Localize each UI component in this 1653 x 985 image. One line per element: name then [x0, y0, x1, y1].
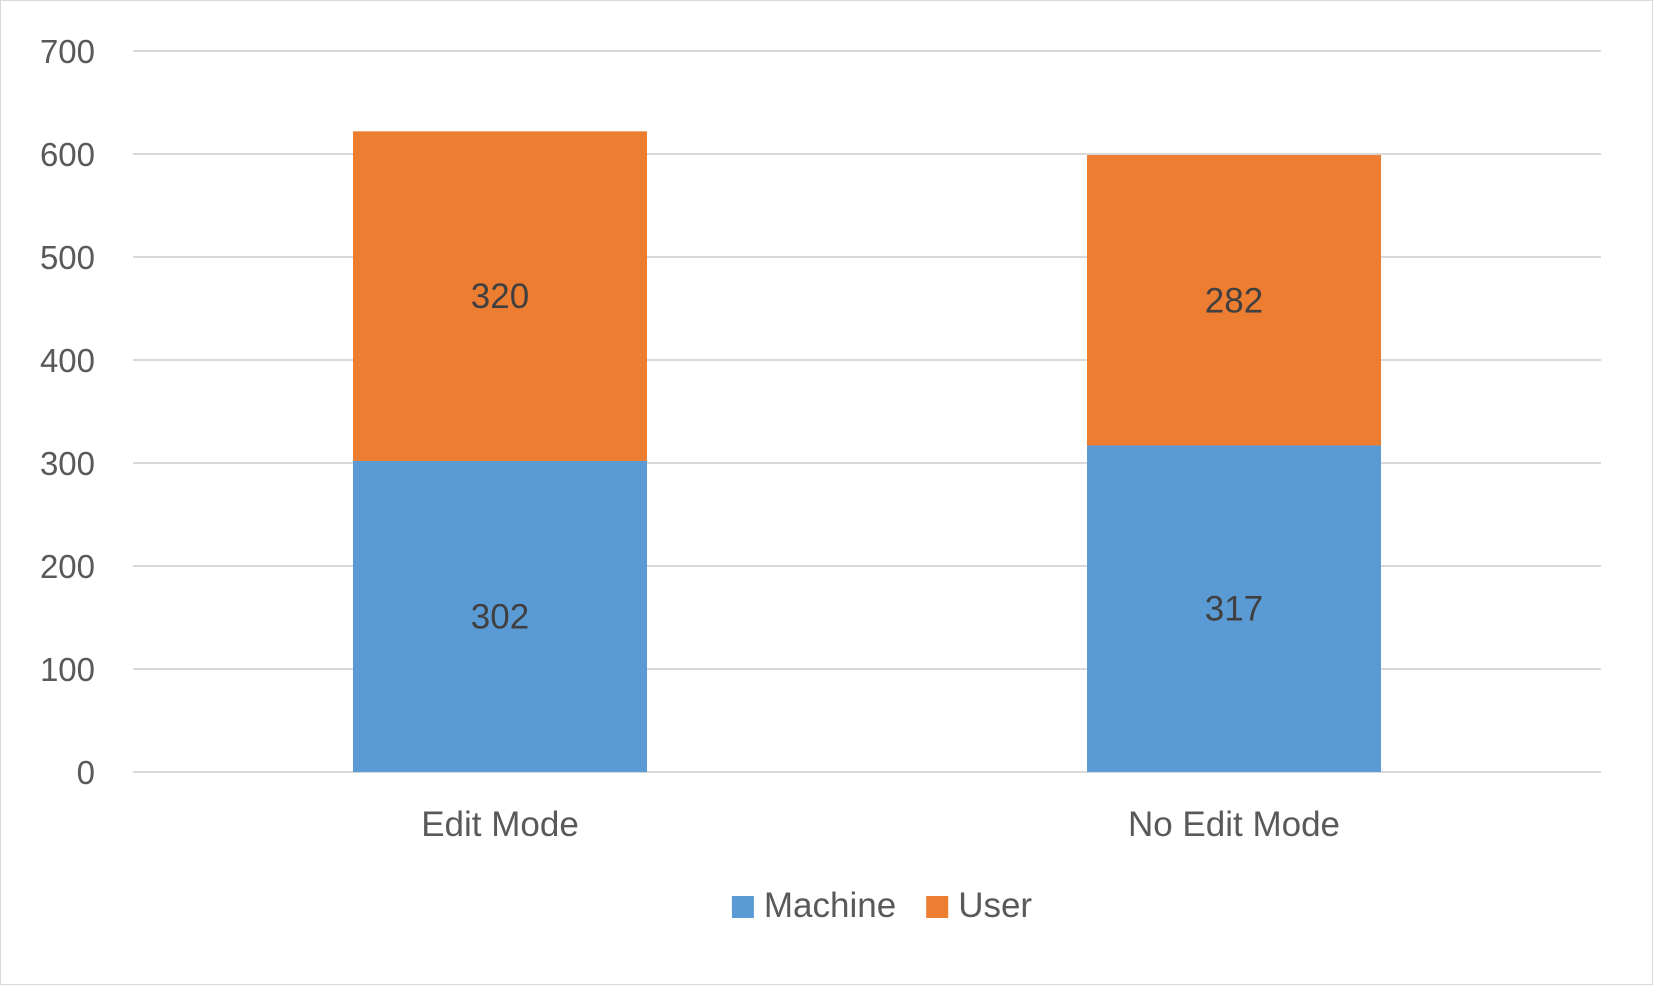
- x-category-label-edit-mode: Edit Mode: [421, 805, 579, 844]
- legend-swatch-machine: [731, 896, 754, 918]
- y-axis-tick-labels: 0 100 200 300 400 500 600 700: [40, 33, 95, 791]
- y-tick-label-500: 500: [40, 239, 95, 276]
- legend-item-user: User: [926, 886, 1032, 925]
- bar-edit-mode-machine: [353, 460, 647, 772]
- y-tick-label-400: 400: [40, 342, 95, 379]
- legend: Machine User: [731, 886, 1032, 925]
- y-tick-label-700: 700: [40, 33, 95, 70]
- bar-edit-mode-user: [353, 131, 647, 461]
- data-label-no-edit-mode-machine: 317: [1205, 590, 1263, 629]
- legend-label-user: User: [958, 886, 1032, 925]
- bars: [353, 131, 1381, 772]
- legend-swatch-user: [926, 896, 949, 918]
- legend-label-machine: Machine: [764, 886, 896, 925]
- y-tick-label-300: 300: [40, 445, 95, 482]
- data-labels: 302 320 317 282: [471, 277, 1263, 636]
- data-label-edit-mode-user: 320: [471, 277, 529, 316]
- bar-no-edit-mode-user: [1087, 155, 1381, 446]
- bar-no-edit-mode-machine: [1087, 445, 1381, 772]
- data-label-no-edit-mode-user: 282: [1205, 281, 1263, 320]
- y-tick-label-0: 0: [77, 754, 95, 791]
- x-axis-category-labels: Edit Mode No Edit Mode: [421, 805, 1340, 844]
- data-label-edit-mode-machine: 302: [471, 597, 529, 636]
- y-tick-label-600: 600: [40, 136, 95, 173]
- y-tick-label-200: 200: [40, 548, 95, 585]
- x-category-label-no-edit-mode: No Edit Mode: [1128, 805, 1340, 844]
- y-tick-label-100: 100: [40, 651, 95, 688]
- legend-item-machine: Machine: [731, 886, 896, 925]
